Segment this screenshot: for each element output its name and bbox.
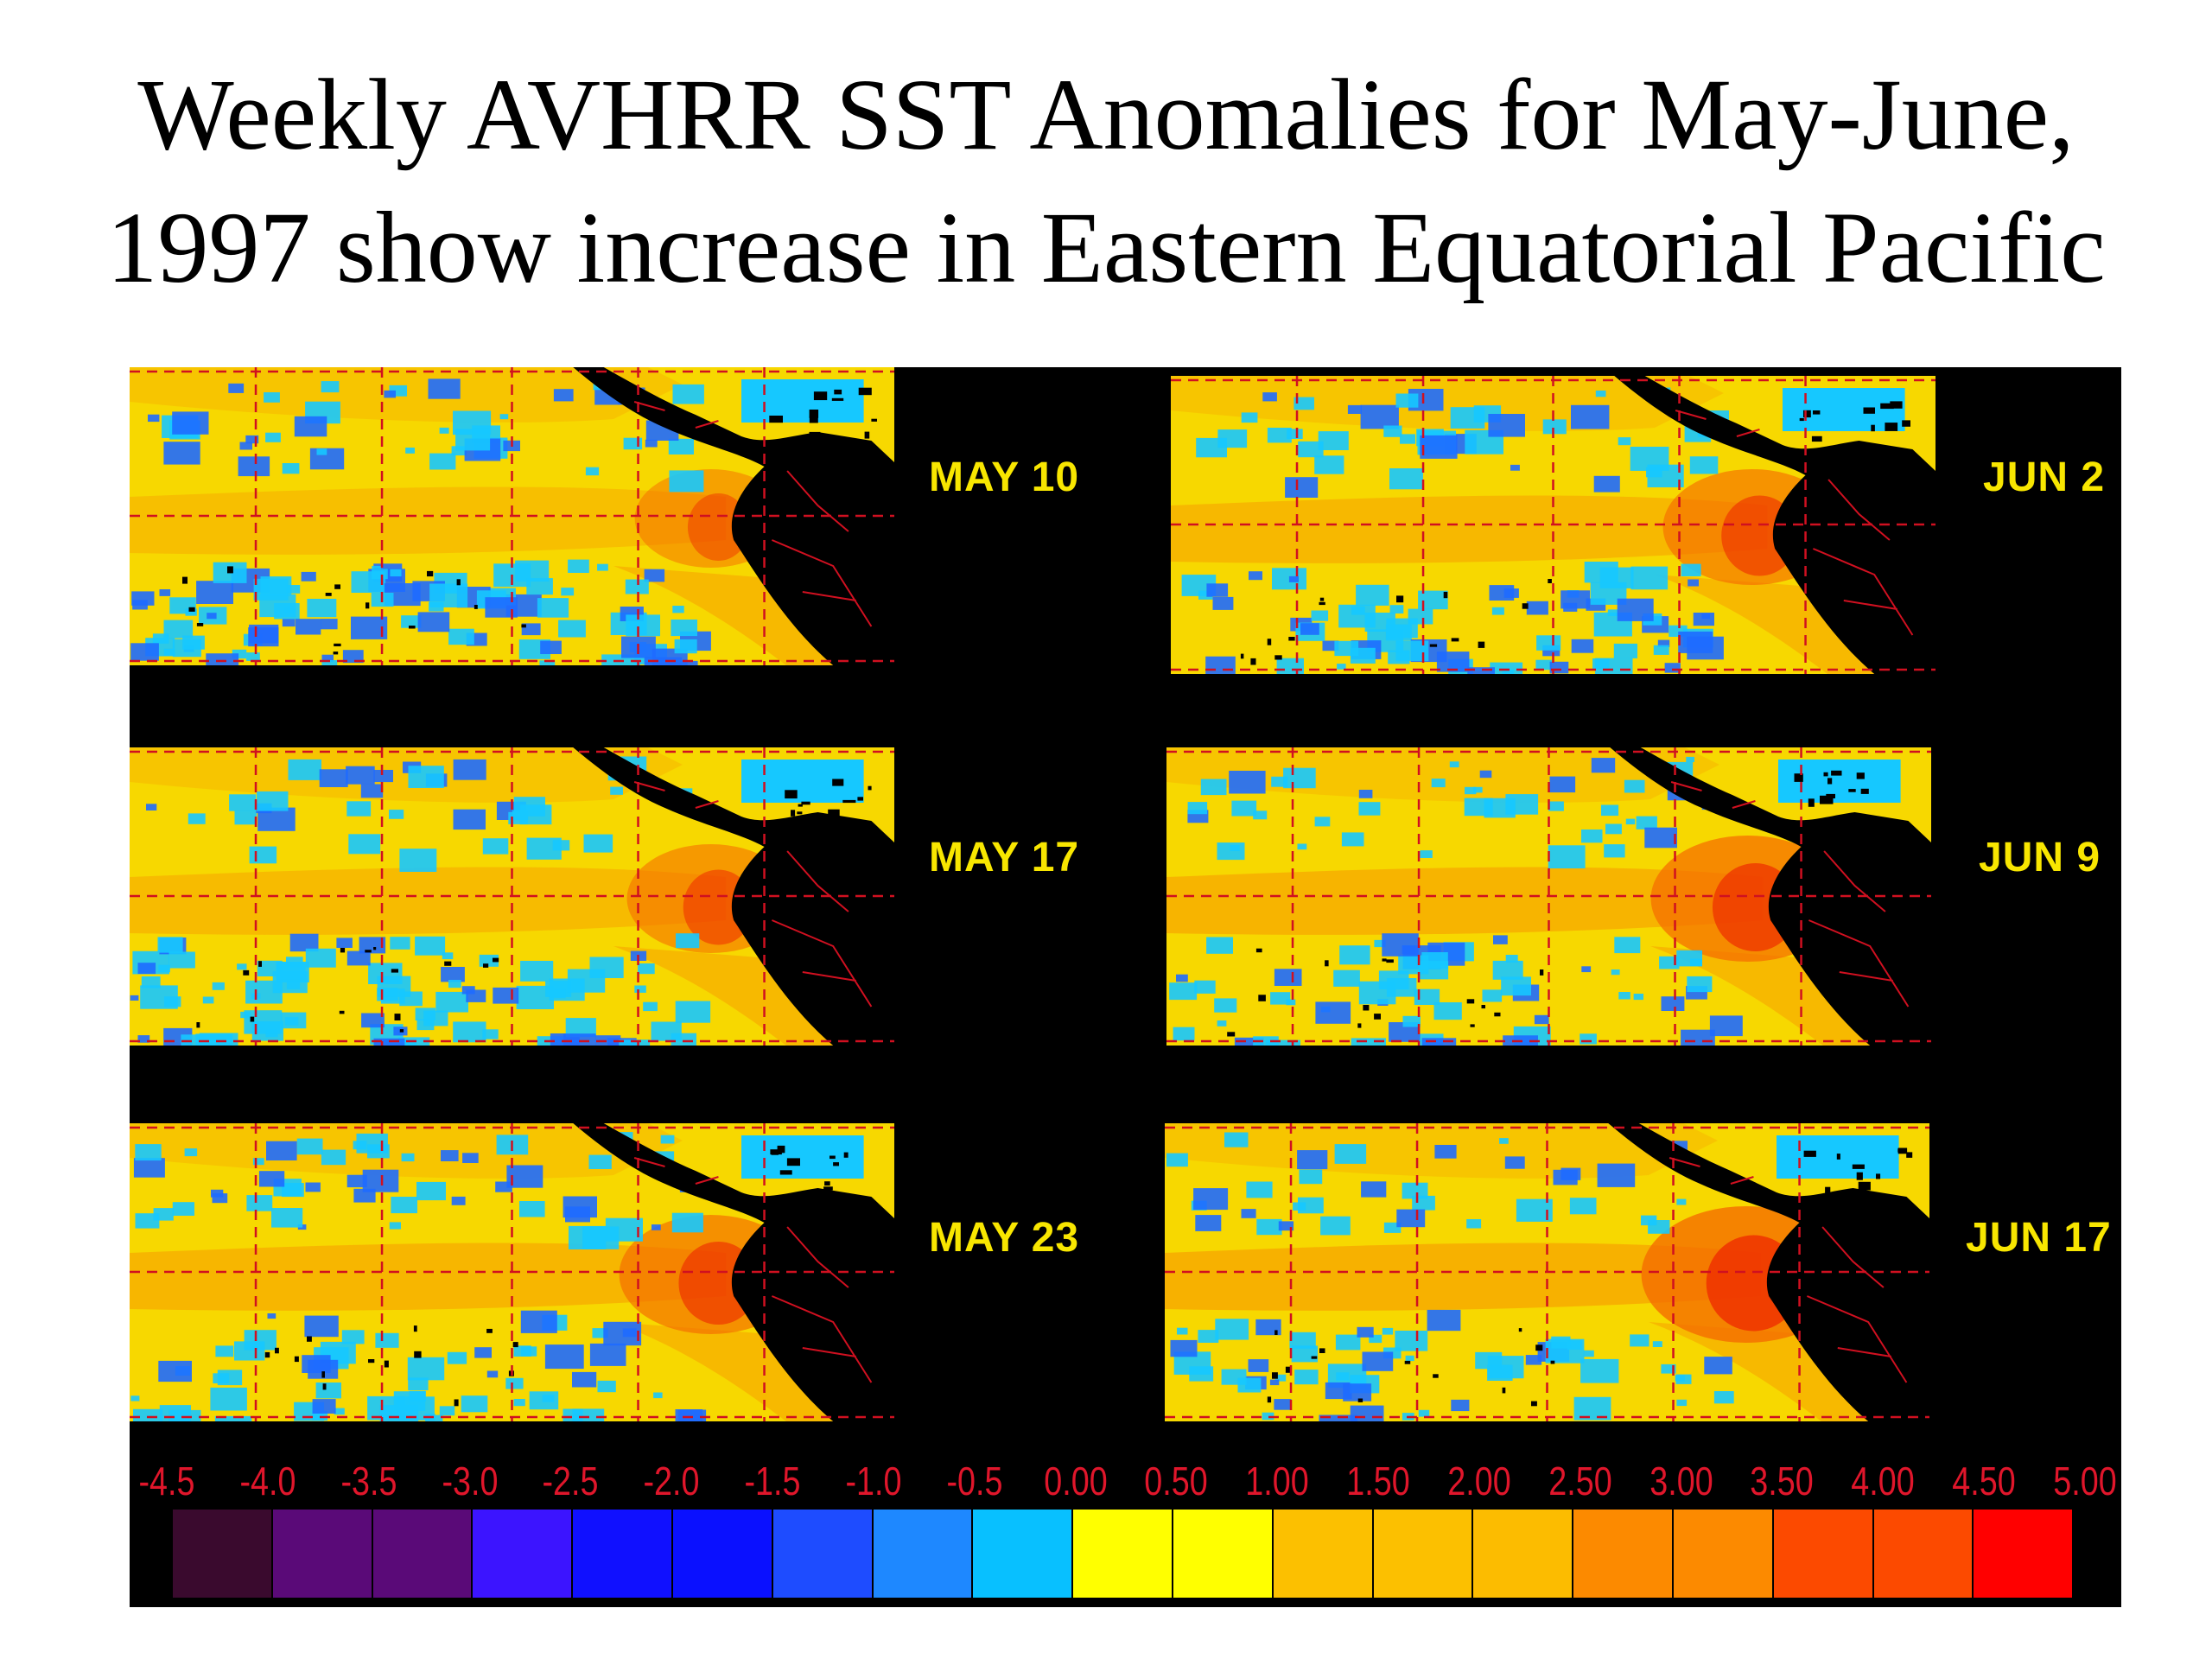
colorbar-swatch [473, 1510, 574, 1598]
colorbar-swatch [1373, 1510, 1474, 1598]
colorbar-swatch [1974, 1510, 2075, 1598]
map-panel-jun-17 [1165, 1123, 1929, 1421]
map-panel-jun-9 [1166, 747, 1931, 1046]
colorbar-tick-label: 3.50 [1750, 1459, 1815, 1503]
colorbar-tick-label: 2.50 [1548, 1459, 1612, 1503]
map-panel-may-23 [130, 1123, 894, 1421]
panel-label-jun-9: JUN 9 [1979, 835, 2101, 880]
colorbar-swatch [873, 1510, 974, 1598]
panel-label-may-10: MAY 10 [929, 454, 1080, 500]
colorbar-tick-label: 0.50 [1144, 1459, 1209, 1503]
colorbar [173, 1510, 2075, 1598]
colorbar-swatch [372, 1510, 474, 1598]
colorbar-swatch [1273, 1510, 1374, 1598]
colorbar-tick-label: 4.00 [1851, 1459, 1916, 1503]
colorbar-tick-label: -4.0 [239, 1459, 296, 1503]
colorbar-tick-labels: -4.5 -4.0 -3.5 -3.0 -2.5 -2.0 -1.5 -1.0 -0.5 0.00… [132, 1458, 2120, 1510]
panel-label-may-23: MAY 23 [929, 1215, 1080, 1261]
colorbar-tick-label: 5.00 [2053, 1459, 2117, 1503]
colorbar-tick-label: -4.5 [138, 1459, 195, 1503]
map-panel-jun-2 [1171, 376, 1936, 674]
colorbar-swatch [973, 1510, 1074, 1598]
colorbar-tick-label: -2.0 [643, 1459, 700, 1503]
colorbar-tick-label: -2.5 [542, 1459, 599, 1503]
colorbar-swatch [772, 1510, 874, 1598]
sst-anomaly-figure: MAY 10 MAY 17 MAY 23 JUN 2 JUN 9 JUN 17 … [130, 367, 2121, 1607]
colorbar-tick-label: -1.0 [845, 1459, 902, 1503]
colorbar-swatch [173, 1510, 273, 1598]
colorbar-swatch [672, 1510, 773, 1598]
map-panel-may-17 [130, 747, 894, 1046]
title-line-1: Weekly AVHRR SST Anomalies for May-June, [137, 58, 2075, 171]
colorbar-tick-label: -3.5 [340, 1459, 397, 1503]
panel-label-may-17: MAY 17 [929, 835, 1080, 880]
colorbar-swatch [1673, 1510, 1774, 1598]
colorbar-tick-label: -3.0 [442, 1459, 499, 1503]
colorbar-tick-label: 4.50 [1952, 1459, 2016, 1503]
colorbar-swatch [1173, 1510, 1274, 1598]
map-panel-may-10 [130, 367, 894, 665]
colorbar-tick-label: -0.5 [946, 1459, 1003, 1503]
colorbar-swatch [1573, 1510, 1674, 1598]
colorbar-tick-label: 1.00 [1245, 1459, 1309, 1503]
title-line-2: 1997 show increase in Eastern Equatorial… [106, 191, 2106, 304]
colorbar-tick-label: -1.5 [744, 1459, 801, 1503]
colorbar-tick-label: 2.00 [1447, 1459, 1511, 1503]
panel-label-jun-2: JUN 2 [1983, 454, 2106, 500]
colorbar-swatch [1873, 1510, 1974, 1598]
colorbar-tick-label: 0.00 [1043, 1459, 1108, 1503]
colorbar-swatch [1073, 1510, 1173, 1598]
colorbar-swatch [1473, 1510, 1574, 1598]
colorbar-swatch [573, 1510, 673, 1598]
panel-label-jun-17: JUN 17 [1966, 1215, 2112, 1261]
colorbar-tick-label: 3.00 [1649, 1459, 1713, 1503]
colorbar-tick-label: 1.50 [1346, 1459, 1410, 1503]
colorbar-swatch [272, 1510, 373, 1598]
colorbar-swatch [1773, 1510, 1874, 1598]
